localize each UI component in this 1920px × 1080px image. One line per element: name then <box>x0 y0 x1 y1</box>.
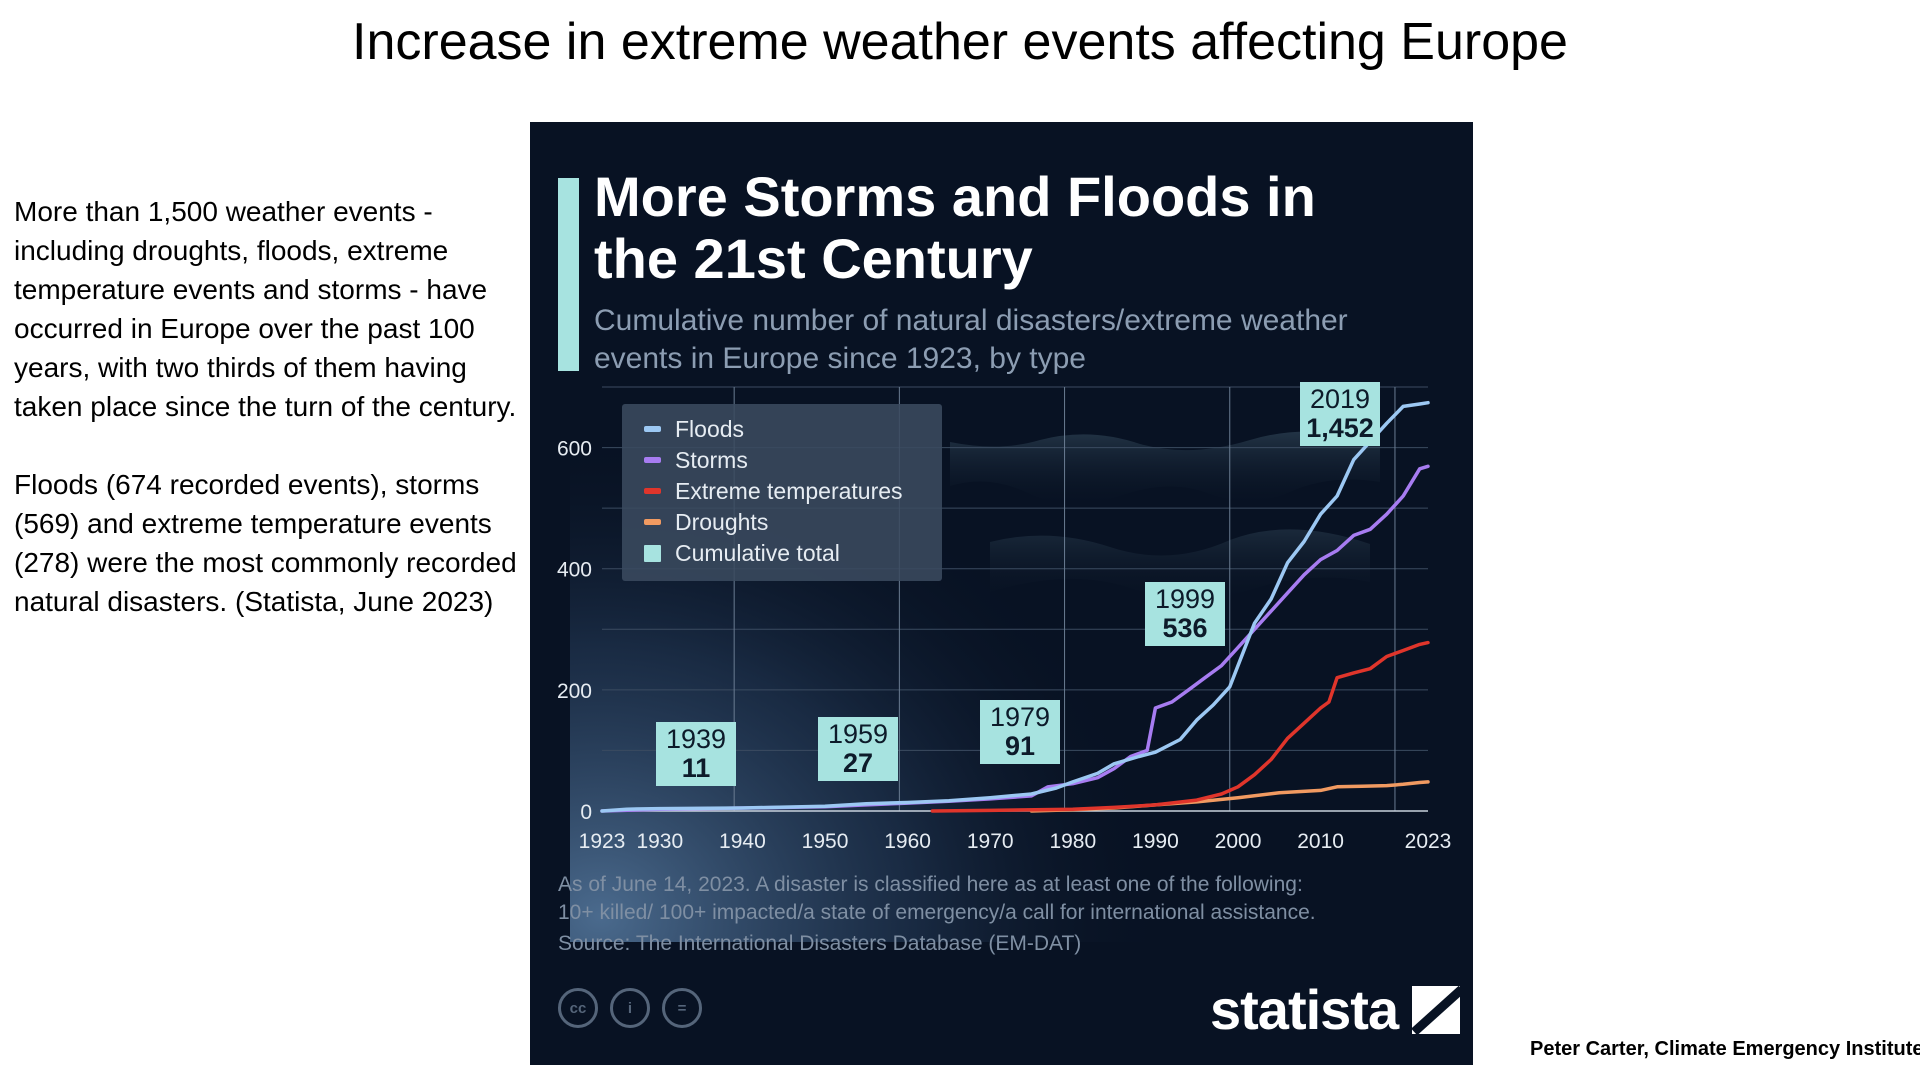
callout-year: 1939 <box>665 724 727 754</box>
legend-swatch-cumulative-total <box>644 544 661 562</box>
x-tick-label: 1970 <box>967 830 1014 853</box>
license-icons: cc i = <box>558 988 702 1028</box>
x-tick-label: 1923 <box>579 830 626 853</box>
statista-wordmark: statista <box>1210 978 1399 1041</box>
x-tick-label: 2000 <box>1215 830 1262 853</box>
legend-item-floods: Floods <box>644 414 744 444</box>
slide-credit: Peter Carter, Climate Emergency Institut… <box>1530 1038 1920 1060</box>
x-tick-label: 1930 <box>636 830 683 853</box>
callout-value: 536 <box>1162 613 1208 643</box>
legend-swatch-droughts <box>644 519 661 525</box>
cc-icon[interactable]: cc <box>558 988 598 1028</box>
callout-1999: 1999 536 <box>1145 582 1225 646</box>
description-paragraph-1: More than 1,500 weather events - includi… <box>14 196 517 422</box>
callout-year: 2019 <box>1309 384 1371 414</box>
legend-label: Droughts <box>675 508 769 535</box>
y-tick-label: 0 <box>580 801 592 824</box>
callout-value: 27 <box>842 748 874 778</box>
footnote-line-1: As of June 14, 2023. A disaster is class… <box>558 873 1303 896</box>
chart-title: More Storms and Floods in the 21st Centu… <box>594 165 1316 290</box>
legend-item-extreme-temperatures: Extreme temperatures <box>644 476 903 506</box>
legend-label: Extreme temperatures <box>675 477 903 504</box>
legend-swatch-extreme-temperatures <box>644 488 661 494</box>
series-line-extreme-temperatures <box>930 640 1430 813</box>
chart-card: More Storms and Floods in the 21st Centu… <box>530 122 1473 1065</box>
x-tick-label: 2010 <box>1297 830 1344 853</box>
callout-year: 1999 <box>1154 584 1216 614</box>
chart-subtitle: Cumulative number of natural disasters/e… <box>594 304 1348 375</box>
x-tick-label: 1990 <box>1132 830 1179 853</box>
callout-1979: 1979 91 <box>980 700 1060 764</box>
callout-value: 91 <box>1004 731 1036 761</box>
y-tick-label: 200 <box>557 680 592 703</box>
legend-label: Floods <box>675 415 745 442</box>
callout-value: 11 <box>681 753 711 783</box>
legend-swatch-storms <box>644 457 661 463</box>
y-tick-label: 400 <box>557 559 592 582</box>
legend-item-storms: Storms <box>644 445 748 475</box>
x-tick-label: 2023 <box>1405 830 1452 853</box>
legend-swatch-floods <box>644 426 661 432</box>
slide-title: Increase in extreme weather events affec… <box>352 13 1568 71</box>
slide-description: More than 1,500 weather events - includi… <box>14 192 524 660</box>
title-accent-bar <box>558 178 579 371</box>
x-tick-label: 1980 <box>1049 830 1096 853</box>
description-paragraph-2: Floods (674 recorded events), storms (56… <box>14 469 517 617</box>
statista-logo-icon <box>1412 986 1461 1034</box>
legend-label: Cumulative total <box>675 539 840 566</box>
callout-value: 1,452 <box>1306 413 1374 443</box>
storm-cloud-decoration <box>950 431 1380 505</box>
y-tick-label: 600 <box>557 438 592 461</box>
storm-cloud-decoration <box>990 529 1370 600</box>
x-tick-label: 1940 <box>719 830 766 853</box>
chart-footnote: As of June 14, 2023. A disaster is class… <box>558 871 1458 927</box>
statista-brand[interactable]: statista <box>1210 978 1461 1041</box>
callout-1959: 1959 27 <box>818 717 898 781</box>
x-tick-label: 1950 <box>802 830 849 853</box>
chart-source: Source: The International Disasters Data… <box>558 932 1082 955</box>
callout-year: 1959 <box>827 719 889 749</box>
legend-item-droughts: Droughts <box>644 507 768 537</box>
attribution-icon[interactable]: i <box>610 988 650 1028</box>
callout-year: 1979 <box>989 702 1051 732</box>
x-tick-label: 1960 <box>884 830 931 853</box>
series-line-floods <box>600 400 1430 813</box>
legend-item-cumulative-total: Cumulative total <box>644 538 840 568</box>
chart-legend: Floods Storms Extreme temperatures Droug… <box>622 404 942 581</box>
callout-2019: 2019 1,452 <box>1300 382 1380 446</box>
legend-label: Storms <box>675 446 748 473</box>
callout-1939: 1939 11 <box>656 722 736 786</box>
footnote-line-2: 10+ killed/ 100+ impacted/a state of eme… <box>558 901 1316 924</box>
no-derivatives-icon[interactable]: = <box>662 988 702 1028</box>
